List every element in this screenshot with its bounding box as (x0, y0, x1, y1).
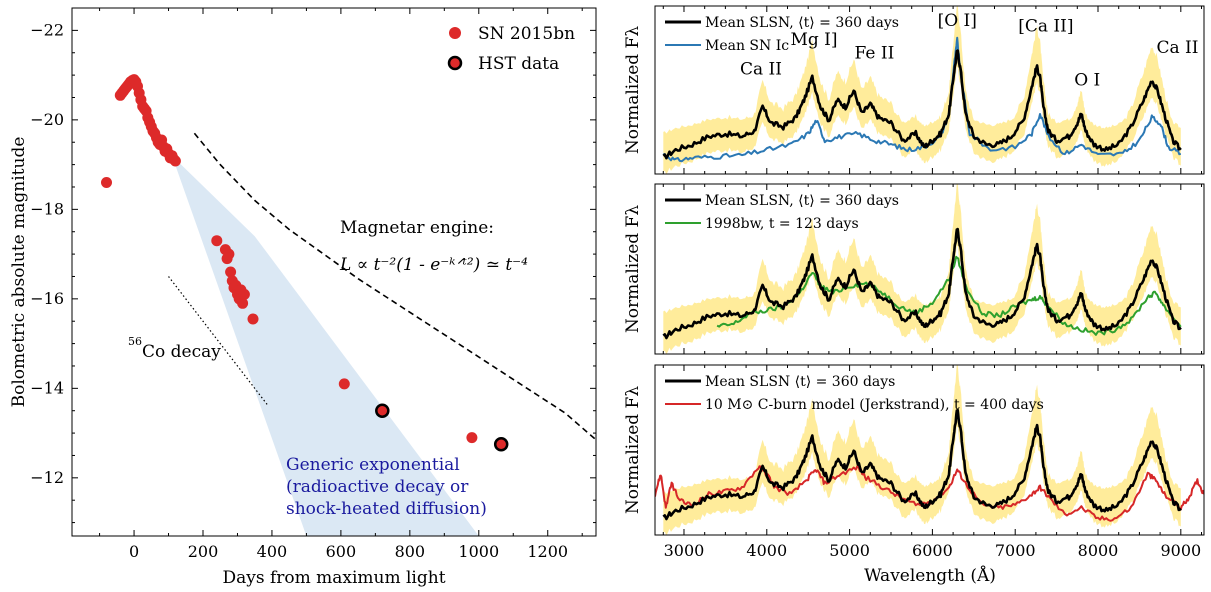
left-y-axis-label: Bolometric absolute magnitude (9, 137, 29, 408)
magnetar-formula: L ∝ t⁻²(1 - e⁻ᵏᐟᵗ²) ≃ t⁻⁴ (339, 255, 528, 275)
mean-spectrum-dispersion-band (663, 6, 1181, 174)
comparison-spectrum (655, 464, 1204, 522)
legend-label-sn2015bn: SN 2015bn (478, 24, 575, 44)
x-tick-label: 6000 (912, 541, 953, 560)
x-tick-label: 4000 (746, 541, 787, 560)
sn2015bn-point (211, 235, 223, 247)
legend-label: 1998bw, t = 123 days (705, 216, 859, 232)
x-tick-label: 1200 (527, 542, 568, 561)
mean-slsn-spectrum (662, 49, 1182, 160)
x-tick-label: 8000 (1078, 541, 1119, 560)
emission-line-label: [O I] (938, 11, 977, 31)
spectrum-panel-3: Normalized Fλ Mean SLSN ⟨t⟩ = 360 days 10 … (623, 364, 1205, 536)
mean-slsn-spectrum (662, 227, 1182, 340)
left-x-axis-label: Days from maximum light (222, 568, 445, 588)
x-tick-label: 5000 (829, 541, 870, 560)
x-tick-label: 3000 (664, 541, 705, 560)
sn2015bn-point (101, 177, 112, 188)
left-axis-ticks: 0 200 400 600 800 1000 1200 −22 −20 −18 −16 −14 −12 (30, 7, 596, 561)
spectrum-panel-1: Normalized Fλ Mean SLSN, ⟨t⟩ = 360 days Me… (623, 5, 1205, 175)
panel-y-axis-label: Normalized Fλ (623, 205, 643, 333)
magnetar-engine-curve (193, 132, 597, 441)
emission-line-label: Mg I] (790, 30, 837, 50)
mean-spectrum-dispersion-band (663, 184, 1181, 354)
sn2015bn-point (223, 248, 235, 260)
magnetar-title: Magnetar engine: (340, 218, 494, 238)
y-tick-label: −20 (30, 110, 64, 129)
shaded-region-polygon (172, 155, 479, 536)
panel-y-axis-label: Normalized Fλ (623, 26, 643, 154)
light-curve-points (101, 74, 509, 452)
emission-line-label: O I (1074, 70, 1100, 90)
sn2015bn-point (466, 432, 478, 444)
generic-exponential-line3: shock-heated diffusion) (286, 499, 487, 519)
legend-label-hst: HST data (478, 54, 559, 74)
legend-marker-hst (447, 55, 463, 71)
left-legend: SN 2015bn HST data (447, 24, 575, 74)
sn2015bn-point (238, 288, 250, 300)
co-decay-line (168, 276, 269, 407)
panel-y-axis-label: Normalized Fλ (623, 386, 643, 514)
model-curves (168, 132, 597, 441)
sn2015bn-point (338, 378, 350, 390)
emission-line-label: Ca II (1157, 38, 1199, 58)
legend-label: Mean SLSN, ⟨t⟩ = 360 days (705, 193, 899, 209)
sn2015bn-point (169, 155, 181, 167)
generic-exponential-line1: Generic exponential (286, 455, 460, 475)
legend-label: Mean SLSN, ⟨t⟩ = 360 days (705, 15, 899, 31)
hst-point (493, 437, 509, 452)
x-tick-label: 400 (257, 542, 288, 561)
legend-marker-sn2015bn (449, 27, 461, 39)
panel-frame (654, 5, 1205, 175)
y-tick-label: −12 (30, 468, 64, 487)
generic-exponential-region (172, 155, 479, 536)
right-x-axis-ticks: 3000 4000 5000 6000 7000 8000 9000 (664, 541, 1202, 560)
x-tick-label: 7000 (995, 541, 1036, 560)
right-x-axis-label: Wavelength (Å) (864, 565, 996, 586)
sn2015bn-point (247, 313, 259, 325)
panel-plot-area (662, 184, 1182, 354)
x-tick-label: 9000 (1160, 541, 1201, 560)
panel-plot-area (662, 6, 1182, 174)
light-curve-chart: 0 200 400 600 800 1000 1200−22−20−18−16−14−12 … (9, 7, 597, 588)
sn2015bn-point (225, 266, 237, 278)
mean-slsn-spectrum (662, 408, 1182, 521)
y-tick-label: −14 (30, 378, 64, 397)
x-tick-label: 600 (326, 542, 357, 561)
x-tick-label: 0 (129, 542, 139, 561)
emission-line-label: Fe II (855, 43, 895, 63)
hst-point (375, 403, 390, 418)
x-tick-label: 1000 (458, 542, 499, 561)
legend-label: Mean SN Ic (705, 38, 789, 54)
generic-exponential-line2: (radioactive decay or (286, 477, 469, 497)
y-tick-label: −22 (30, 20, 64, 39)
spectra-panels: Normalized Fλ Mean SLSN, ⟨t⟩ = 360 days Me… (623, 5, 1205, 536)
y-tick-label: −16 (30, 289, 64, 308)
co-decay-superscript: 56 (128, 335, 142, 348)
emission-line-label: Ca II (740, 60, 782, 80)
co-decay-label: Co decay (142, 342, 221, 362)
panel-frame (654, 183, 1205, 355)
x-tick-label: 800 (395, 542, 426, 561)
emission-line-label: [Ca II] (1018, 17, 1073, 37)
panel-plot-area (655, 365, 1204, 535)
legend-label: Mean SLSN ⟨t⟩ = 360 days (705, 374, 895, 390)
left-plot-frame (71, 7, 597, 537)
x-tick-label: 200 (188, 542, 219, 561)
legend-label: 10 M⊙ C-burn model (Jerkstrand), t = 400… (705, 397, 1044, 413)
spectrum-panel-2: Normalized Fλ Mean SLSN, ⟨t⟩ = 360 days 19… (623, 183, 1205, 355)
sn2015bn-point (237, 297, 249, 309)
panel-frame (654, 364, 1205, 536)
y-tick-label: −18 (30, 199, 64, 218)
